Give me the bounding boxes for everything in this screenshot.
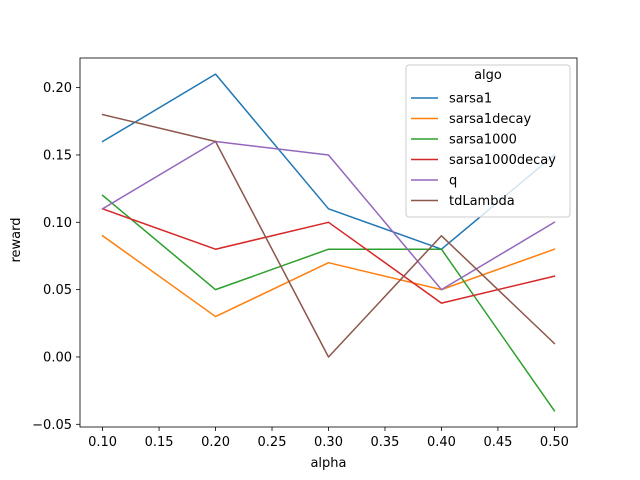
- series-line-tdLambda: [101, 113, 556, 358]
- x-tick-label: 0.20: [201, 435, 230, 450]
- x-axis-label: alpha: [310, 456, 346, 471]
- legend-box: [405, 64, 571, 218]
- y-tick-label: 0.05: [43, 283, 72, 298]
- y-tick-label: −0.05: [32, 418, 72, 433]
- legend-title: algo: [474, 68, 502, 83]
- legend-label-sarsa1decay: sarsa1decay: [449, 112, 531, 127]
- series-line-q: [101, 140, 556, 291]
- legend-label-sarsa1: sarsa1: [449, 92, 492, 107]
- y-tick-label: 0.20: [43, 81, 72, 96]
- legend-label-sarsa1000: sarsa1000: [449, 133, 517, 148]
- y-tick-label: 0.00: [43, 350, 72, 365]
- series-line-sarsa1000: [101, 194, 556, 412]
- x-tick-label: 0.10: [88, 435, 117, 450]
- legend-label-sarsa1000decay: sarsa1000decay: [449, 153, 556, 168]
- y-axis-label: reward: [9, 217, 24, 262]
- x-tick-label: 0.15: [145, 435, 174, 450]
- legend-label-q: q: [449, 174, 457, 189]
- y-tick-label: 0.10: [43, 216, 72, 231]
- series-layer: [101, 73, 556, 412]
- y-tick-label: 0.15: [43, 148, 72, 163]
- series-line-sarsa1decay: [101, 234, 556, 318]
- x-tick-label: 0.50: [540, 435, 569, 450]
- series-line-sarsa1000decay: [101, 207, 556, 304]
- x-tick-label: 0.45: [483, 435, 512, 450]
- axes-layer: 0.10 0.15 0.20 0.25 0.30 0.35 0.40 0.45 0.50 −0.0…: [32, 57, 578, 450]
- x-tick-label: 0.40: [427, 435, 456, 450]
- legend-label-tdLambda: tdLambda: [449, 194, 515, 209]
- x-tick-label: 0.30: [314, 435, 343, 450]
- series-line-sarsa1: [101, 73, 556, 250]
- x-tick-label: 0.35: [371, 435, 400, 450]
- x-tick-label: 0.25: [258, 435, 287, 450]
- legend: algo sarsa1 sarsa1decay sarsa1000 sarsa1000d…: [405, 64, 571, 218]
